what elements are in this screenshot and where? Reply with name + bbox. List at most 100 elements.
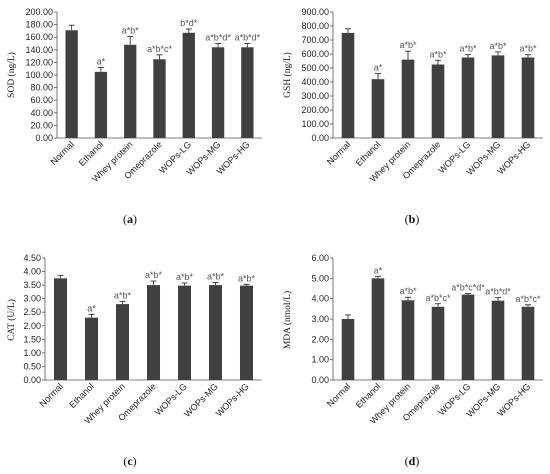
significance-label: a*b*d* [235, 33, 261, 43]
y-tick-label: 700.00 [301, 35, 329, 45]
bar [521, 57, 535, 138]
y-tick-label: 200.00 [301, 105, 329, 115]
y-tick-label: 80.00 [30, 83, 53, 93]
bar [491, 55, 505, 138]
y-axis-label: GSH (ng/L) [282, 52, 293, 98]
y-tick-label: 0.00 [35, 133, 53, 143]
significance-label: a*b* [114, 290, 132, 300]
category-label: Normal [325, 139, 353, 167]
bar [521, 306, 535, 380]
bar [84, 317, 99, 380]
y-tick-label: 3.00 [23, 294, 41, 304]
chart-panel-c: 0.00 0.50 1.00 1.50 2.00 2.50 3.00 3.50 4.00 4.50… [6, 253, 262, 468]
y-tick-label: 2.00 [311, 334, 329, 344]
significance-label: a*b*c* [515, 294, 541, 304]
y-tick-label: 180.00 [25, 20, 53, 30]
y-tick-label: 2.50 [23, 307, 41, 317]
significance-label: a*b*d* [205, 33, 231, 43]
bar [371, 278, 385, 380]
panel-label: (b) [405, 212, 420, 226]
significance-label: a*b* [176, 272, 194, 282]
significance-label: a*b* [145, 270, 163, 280]
bar [65, 30, 78, 138]
category-label: Normal [48, 139, 76, 167]
significance-label: a*b* [459, 44, 477, 54]
y-tick-label: 900.00 [301, 7, 329, 17]
significance-label: a*b* [207, 271, 225, 281]
category-label: Ethanol [354, 139, 383, 168]
y-tick-label: 3.50 [23, 280, 41, 290]
significance-label: a* [374, 63, 383, 73]
y-tick-label: 500.00 [301, 63, 329, 73]
category-label: WOPs-HG [214, 381, 251, 418]
category-label: Ethanol [77, 139, 106, 168]
y-tick-label: 0.00 [311, 133, 329, 143]
bar [53, 278, 68, 380]
bar [431, 306, 445, 380]
y-axis-label: MDA (nmol/L) [282, 291, 293, 349]
significance-label: a*b* [399, 40, 417, 50]
y-tick-label: 4.00 [311, 294, 329, 304]
y-tick-label: 6.00 [311, 253, 329, 263]
panel-label: (a) [123, 212, 137, 226]
bar [371, 79, 385, 138]
y-tick-label: 60.00 [30, 95, 53, 105]
y-tick-label: 120.00 [25, 57, 53, 67]
bar [341, 319, 355, 380]
y-axis-label: CAT (U/L) [6, 299, 17, 341]
bar [491, 300, 505, 380]
y-tick-label: 4.00 [23, 267, 41, 277]
significance-label: a* [374, 265, 383, 275]
significance-label: a*b* [122, 26, 140, 36]
chart-panel-b: 0.00 100.00 200.00 300.00 400.00 500.00 600.00… [282, 7, 543, 226]
bar [211, 47, 225, 138]
y-tick-label: 800.00 [301, 21, 329, 31]
bar [177, 285, 192, 380]
y-tick-label: 0.00 [23, 375, 41, 385]
y-tick-label: 1.50 [23, 334, 41, 344]
y-tick-label: 600.00 [301, 49, 329, 59]
y-tick-label: 100.00 [25, 70, 53, 80]
bar [401, 59, 415, 138]
chart-panel-a: 0.00 20.00 40.00 60.00 80.00 100.00 120.00 140.… [6, 7, 262, 226]
significance-label: a*b*c* [147, 44, 173, 54]
significance-label: a* [87, 303, 96, 313]
y-axis-label: SOD (ng/L) [6, 52, 17, 98]
significance-label: a* [97, 56, 106, 66]
category-label: WOPs-MG [182, 381, 220, 419]
bar [461, 57, 475, 138]
bar [153, 59, 166, 138]
bar [401, 300, 415, 380]
bar [341, 33, 355, 138]
significance-label: a*b*d* [485, 287, 511, 297]
y-tick-label: 5.00 [311, 273, 329, 283]
y-tick-label: 400.00 [301, 77, 329, 87]
y-tick-label: 20.00 [30, 120, 53, 130]
y-tick-label: 200.00 [25, 7, 53, 17]
bar [461, 294, 475, 380]
bar [241, 47, 254, 138]
significance-label: b*d* [180, 18, 198, 28]
y-tick-label: 4.50 [23, 253, 41, 263]
category-label: Normal [37, 381, 65, 409]
category-label: Normal [325, 381, 353, 409]
significance-label: a*b* [489, 41, 507, 51]
significance-label: a*b*c* [425, 293, 451, 303]
y-tick-label: 40.00 [30, 108, 53, 118]
significance-label: a*b* [238, 273, 256, 283]
y-tick-label: 0.00 [311, 375, 329, 385]
y-tick-label: 160.00 [25, 32, 53, 42]
y-tick-label: 140.00 [25, 45, 53, 55]
panel-label: (d) [405, 454, 420, 468]
bar [146, 285, 161, 380]
y-tick-label: 0.50 [23, 361, 41, 371]
bar [208, 285, 223, 380]
significance-label: a*b* [519, 44, 537, 54]
bar [239, 285, 254, 380]
y-tick-label: 300.00 [301, 91, 329, 101]
y-tick-label: 1.00 [23, 348, 41, 358]
category-label: Ethanol [354, 381, 383, 410]
panel-label: (c) [123, 454, 136, 468]
y-tick-label: 2.00 [23, 321, 41, 331]
